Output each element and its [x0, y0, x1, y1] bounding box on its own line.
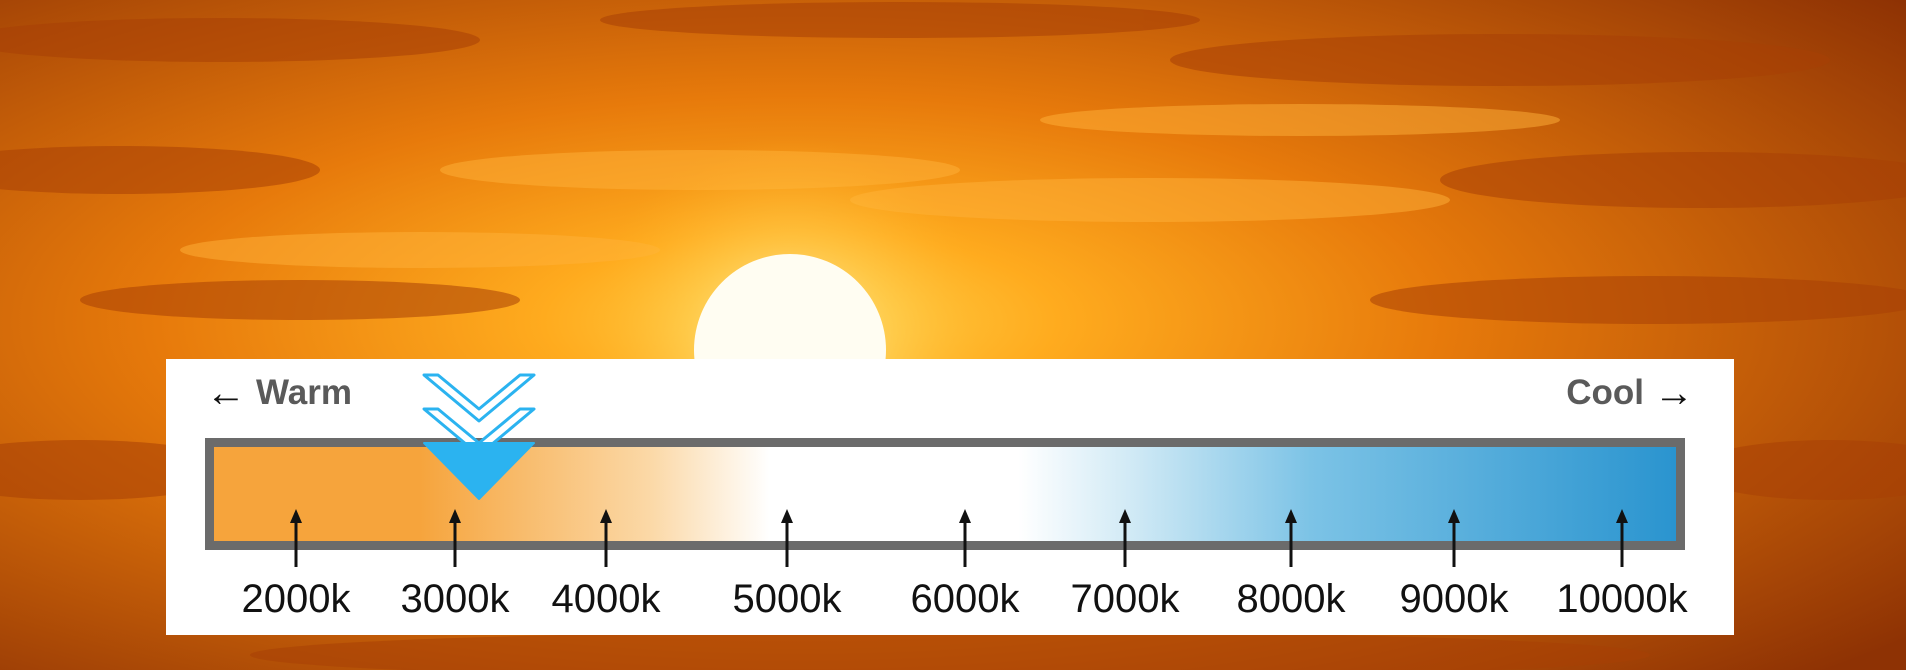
- warm-label: ← Warm: [206, 373, 352, 413]
- tick-arrowhead: [290, 509, 302, 523]
- tick-label: 9000k: [1399, 577, 1509, 621]
- tick-label: 10000k: [1556, 577, 1688, 621]
- indicator-chevron-icon: [422, 373, 536, 500]
- tick-label: 2000k: [241, 577, 351, 621]
- warm-text: Warm: [256, 373, 352, 412]
- cool-text: Cool: [1566, 373, 1644, 412]
- tick-arrowhead: [1285, 509, 1297, 523]
- cool-label: Cool →: [1566, 373, 1694, 413]
- tick-arrowhead: [449, 509, 461, 523]
- arrow-left-icon: ←: [206, 371, 246, 415]
- color-temperature-scale-panel: ← Warm Cool → 2000k 3000k 4000k 5000k 6000k 7…: [166, 359, 1734, 635]
- tick-label: 3000k: [400, 577, 510, 621]
- tick-arrowhead: [1616, 509, 1628, 523]
- tick-marks: [290, 509, 1628, 567]
- tick-arrowhead: [1119, 509, 1131, 523]
- tick-arrowhead: [781, 509, 793, 523]
- tick-label: 8000k: [1236, 577, 1346, 621]
- tick-arrowhead: [1448, 509, 1460, 523]
- tick-label: 5000k: [732, 577, 842, 621]
- tick-label: 6000k: [910, 577, 1020, 621]
- tick-arrowhead: [600, 509, 612, 523]
- tick-arrowhead: [959, 509, 971, 523]
- arrow-right-icon: →: [1654, 371, 1694, 415]
- tick-label: 4000k: [551, 577, 661, 621]
- tick-label: 7000k: [1070, 577, 1180, 621]
